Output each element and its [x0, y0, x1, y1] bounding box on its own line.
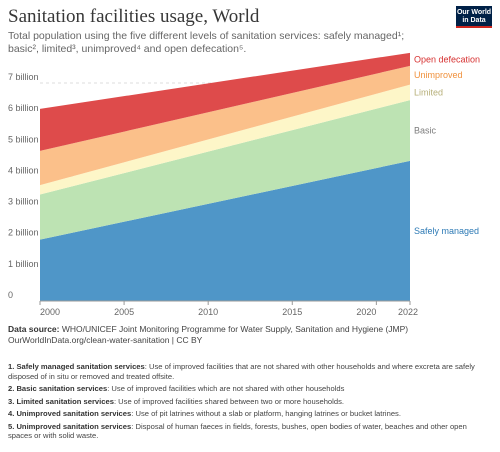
footnote-title: 4. Unimproved sanitation services [8, 409, 132, 418]
footnote-title: 2. Basic sanitation services [8, 384, 108, 393]
footnote: 3. Limited sanitation services: Use of i… [8, 397, 492, 407]
footnote-text: : Use of improved facilities shared betw… [113, 396, 344, 406]
series-label: Open defecation [414, 54, 480, 64]
y-tick-label: 0 [8, 290, 13, 300]
y-tick-label: 1 billion [8, 259, 39, 269]
footnote-title: 1. Safely managed sanitation services [8, 362, 145, 371]
x-tick-label: 2005 [114, 307, 134, 317]
y-axis: 0 1 billion 2 billion 3 billion 4 billion 5 b… [8, 72, 39, 300]
y-tick-label: 4 billion [8, 165, 39, 175]
series-area[interactable] [40, 160, 410, 301]
owid-logo[interactable]: Our World in Data [456, 6, 492, 28]
footnote: 5. Unimproved sanitation services: Dispo… [8, 422, 492, 441]
footnote-title: 3. Limited sanitation services [8, 396, 114, 406]
series-area[interactable] [40, 100, 410, 240]
y-tick-label: 2 billion [8, 228, 39, 238]
series-label: Safely managed [414, 226, 479, 236]
x-axis: 2000 2005 2010 2015 2020 2022 [39, 300, 418, 317]
footnote-text: : Use of pit latrines without a slab or … [131, 409, 401, 418]
series-area[interactable] [40, 52, 410, 151]
y-tick-label: 5 billion [8, 134, 39, 144]
source-label: Data source: [8, 324, 60, 334]
y-tick-label: 6 billion [8, 103, 39, 113]
footnote: 4. Unimproved sanitation services: Use o… [8, 409, 492, 419]
series-label: Limited [414, 87, 443, 97]
footnotes: 1. Safely managed sanitation services: U… [8, 362, 492, 444]
x-tick-label: 2010 [198, 307, 218, 317]
series-label: Basic [414, 126, 437, 136]
chart-title: Sanitation facilities usage, World [8, 6, 260, 27]
series-label: Unimproved [414, 70, 463, 80]
footnote-title: 5. Unimproved sanitation services [8, 421, 132, 431]
y-tick-label: 3 billion [8, 197, 39, 207]
footnote: 2. Basic sanitation services: Use of imp… [8, 384, 492, 394]
x-tick-label: 2020 [356, 307, 376, 317]
chart-subtitle: Total population using the five differen… [8, 30, 405, 55]
area-chart: 0 1 billion 2 billion 3 billion 4 billion 5 b… [8, 52, 480, 317]
footnote-text: : Use of improved facilities which are n… [107, 384, 345, 393]
source-block: Data source: WHO/UNICEF Joint Monitoring… [8, 324, 492, 346]
x-tick-label: 2022 [398, 307, 418, 317]
x-tick-label: 2000 [40, 307, 60, 317]
series-area[interactable] [40, 84, 410, 195]
source-link[interactable]: OurWorldInData.org/clean-water-sanitatio… [8, 335, 203, 345]
x-tick-label: 2015 [282, 307, 302, 317]
legend-labels: Safely managed Basic Limited Unimproved Open… [414, 54, 480, 236]
y-tick-label: 7 billion [8, 72, 39, 82]
footnote-text: : Disposal of human faeces in fields, fo… [8, 421, 467, 441]
source-text: WHO/UNICEF Joint Monitoring Programme fo… [61, 324, 409, 334]
series-area[interactable] [40, 65, 410, 186]
area-series [40, 52, 410, 301]
footnote: 1. Safely managed sanitation services: U… [8, 362, 492, 381]
footnote-text: : Use of improved facilities that are no… [8, 362, 475, 381]
